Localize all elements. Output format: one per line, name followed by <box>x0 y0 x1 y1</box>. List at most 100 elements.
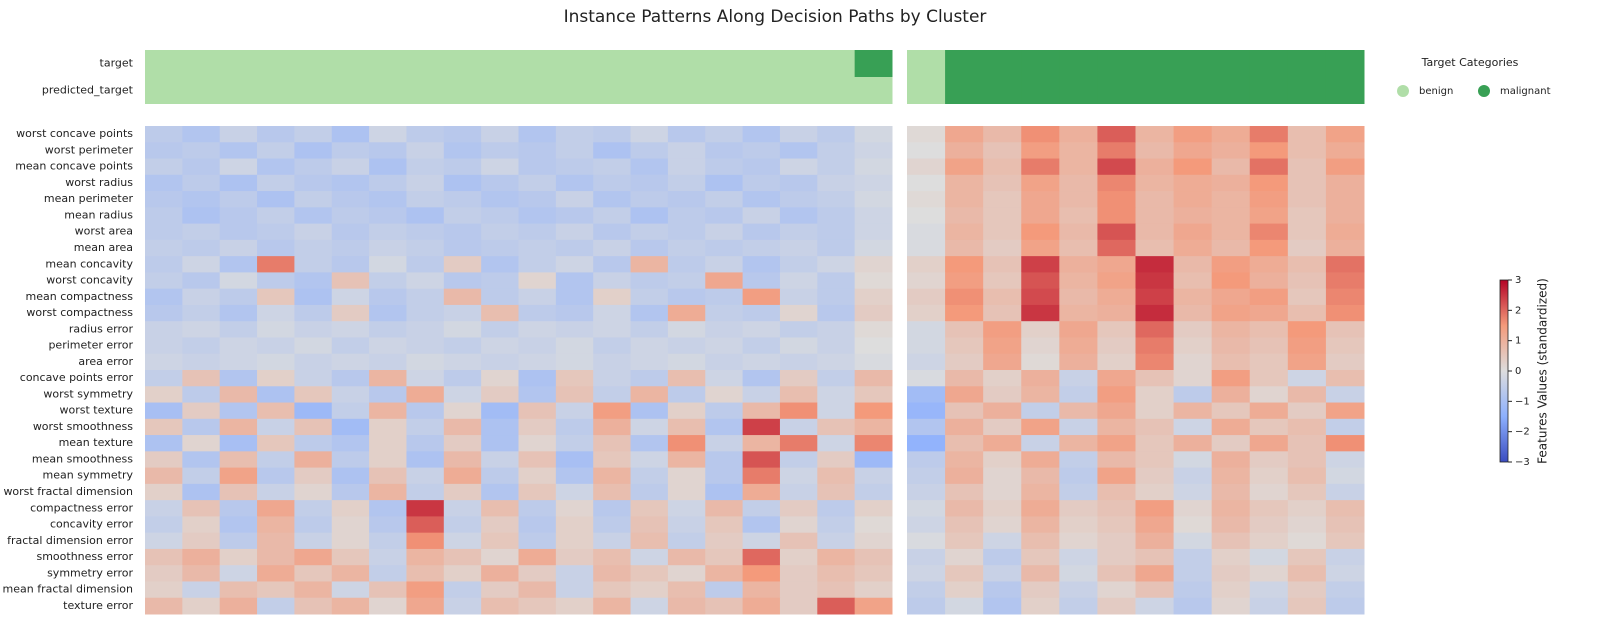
heatmap-cell <box>1287 239 1327 257</box>
heatmap-cell <box>1173 191 1213 208</box>
heatmap-cell <box>294 581 333 599</box>
colorbar-tick-label: 3 <box>1515 275 1521 286</box>
heatmap-cell <box>406 548 445 566</box>
annotation-cell <box>983 77 1022 104</box>
heatmap-cell <box>817 532 856 550</box>
heatmap-cell <box>1287 272 1327 290</box>
row-label: worst perimeter <box>45 143 134 156</box>
heatmap-cell <box>1249 597 1289 615</box>
annotation-cell <box>518 77 557 104</box>
heatmap-cell <box>145 386 183 404</box>
heatmap-cell <box>1059 581 1098 599</box>
annotation-cell <box>1135 77 1175 104</box>
annotation-cell <box>406 77 445 104</box>
heatmap-cell <box>1249 500 1289 517</box>
heatmap-cell <box>1325 435 1365 452</box>
heatmap-cell <box>1059 288 1098 306</box>
heatmap-cell <box>481 532 519 550</box>
heatmap-cell <box>630 370 669 387</box>
heatmap-cell <box>481 483 519 501</box>
heatmap-cell <box>331 353 370 371</box>
heatmap-cell <box>854 239 893 257</box>
heatmap-cell <box>1059 321 1098 338</box>
heatmap-cell <box>907 337 946 355</box>
heatmap-cell <box>1211 142 1251 160</box>
heatmap-cell <box>907 158 946 176</box>
annotation-cell <box>1135 50 1175 77</box>
heatmap-cell <box>854 483 893 501</box>
heatmap-cell <box>630 581 669 599</box>
heatmap-cell <box>406 597 445 615</box>
heatmap-cell <box>1021 272 1060 290</box>
heatmap-cell <box>705 191 744 208</box>
heatmap-cell <box>182 207 221 225</box>
annotation-cell <box>331 50 370 77</box>
heatmap-cell <box>945 516 984 534</box>
heatmap-cell <box>1249 418 1289 436</box>
heatmap-cell <box>907 191 946 208</box>
annotation-cell <box>1325 77 1365 104</box>
heatmap-cell <box>667 565 706 582</box>
heatmap-cell <box>294 191 333 208</box>
heatmap-cell <box>667 597 706 615</box>
chart-title: Instance Patterns Along Decision Paths b… <box>564 7 987 27</box>
heatmap-cell <box>1325 256 1365 273</box>
heatmap-cell <box>779 353 818 371</box>
heatmap-cell <box>406 158 445 176</box>
heatmap-cell <box>145 565 183 582</box>
heatmap-cell <box>1211 239 1251 257</box>
heatmap-cell <box>1135 288 1175 306</box>
heatmap-cell <box>983 142 1022 160</box>
heatmap-cell <box>1173 402 1213 420</box>
heatmap-cell <box>294 353 333 371</box>
heatmap-cell <box>983 532 1022 550</box>
heatmap-cell <box>1249 272 1289 290</box>
heatmap-cell <box>331 516 370 534</box>
heatmap-cell <box>145 451 183 469</box>
heatmap-cell <box>1325 532 1365 550</box>
heatmap-cell <box>907 597 946 615</box>
heatmap-cell <box>257 435 295 452</box>
heatmap-cell <box>593 239 632 257</box>
heatmap-cell <box>145 500 183 517</box>
heatmap-cell <box>1135 532 1175 550</box>
heatmap-cell <box>1097 483 1136 501</box>
heatmap-cell <box>1249 483 1289 501</box>
heatmap-cell <box>1135 158 1175 176</box>
annotation-cell <box>219 77 258 104</box>
heatmap-cell <box>817 548 856 566</box>
heatmap-cell <box>145 304 183 322</box>
heatmap-cell <box>1173 370 1213 387</box>
heatmap-cell <box>779 174 818 192</box>
heatmap-cell <box>1021 174 1060 192</box>
heatmap-cell <box>1097 174 1136 192</box>
heatmap-cell <box>518 321 557 338</box>
heatmap-cell <box>555 239 594 257</box>
heatmap-cell <box>1059 386 1098 404</box>
heatmap-cell <box>593 158 632 176</box>
heatmap-cell <box>1325 516 1365 534</box>
heatmap-cell <box>1325 158 1365 176</box>
heatmap-cell <box>219 337 258 355</box>
annotation-cell <box>555 50 594 77</box>
heatmap-cell <box>219 239 258 257</box>
heatmap-cell <box>854 223 893 241</box>
heatmap-cell <box>1249 337 1289 355</box>
heatmap-cell <box>593 207 632 225</box>
annotation-cell <box>705 77 744 104</box>
heatmap-cell <box>294 288 333 306</box>
heatmap-cell <box>219 467 258 485</box>
heatmap-cell <box>779 402 818 420</box>
heatmap-cell <box>945 304 984 322</box>
heatmap-cell <box>1021 435 1060 452</box>
heatmap-cell <box>1325 467 1365 485</box>
heatmap-cell <box>331 126 370 143</box>
heatmap-cell <box>1059 126 1098 143</box>
heatmap-cell <box>742 223 781 241</box>
heatmap-cell <box>742 337 781 355</box>
heatmap-cell <box>555 467 594 485</box>
heatmap-cell <box>945 142 984 160</box>
heatmap-cell <box>443 370 482 387</box>
heatmap-cell <box>817 418 856 436</box>
heatmap-cell <box>1097 581 1136 599</box>
